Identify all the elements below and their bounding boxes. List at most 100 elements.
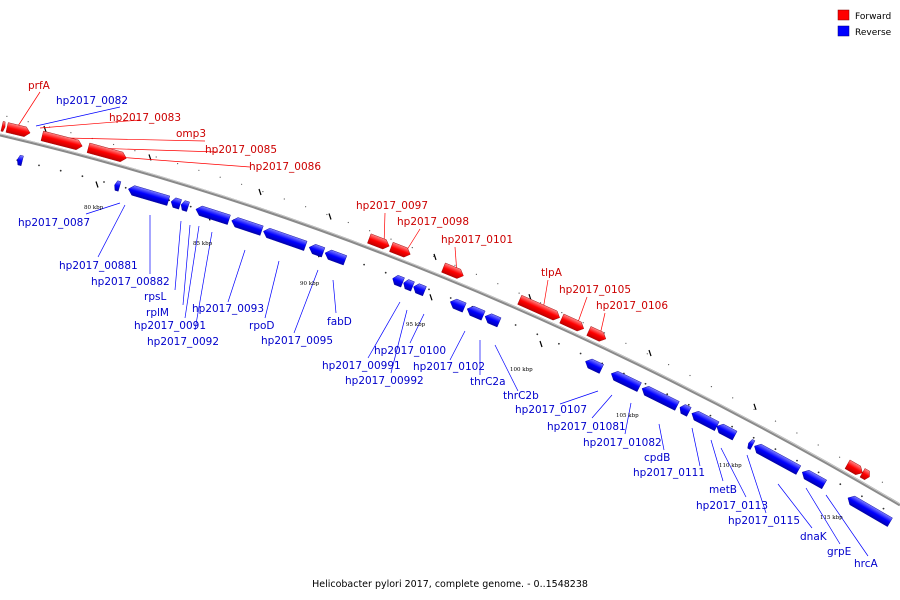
tick-dot xyxy=(817,471,820,474)
reverse-gene-arrow[interactable] xyxy=(230,216,264,236)
gene-label-dnaK[interactable]: dnaK xyxy=(800,531,828,543)
gene-label-hp2017_0082[interactable]: hp2017_0082 xyxy=(56,95,128,107)
gene-label-hp2017_01081[interactable]: hp2017_01081 xyxy=(547,421,626,433)
gene-label-hp2017_0111[interactable]: hp2017_0111 xyxy=(633,467,705,479)
reverse-gene-arrow[interactable] xyxy=(402,278,415,292)
gene-label-hp2017_0086[interactable]: hp2017_0086 xyxy=(249,161,321,173)
reverse-leader-line xyxy=(624,402,632,435)
reverse-gene-arrow[interactable] xyxy=(127,184,171,206)
tick-dot xyxy=(536,333,539,336)
tick-dot xyxy=(881,481,884,483)
reverse-gene-arrow[interactable] xyxy=(323,248,348,266)
gene-label-rpsL[interactable]: rpsL xyxy=(144,291,166,303)
reverse-gene-arrow[interactable] xyxy=(845,494,893,527)
gene-label-prfA[interactable]: prfA xyxy=(28,80,51,92)
gene-label-cpdB[interactable]: cpdB xyxy=(644,452,670,464)
gene-label-tlpA[interactable]: tlpA xyxy=(541,267,563,279)
forward-gene-arrow[interactable] xyxy=(517,294,562,322)
genome-backbone xyxy=(0,133,900,507)
forward-gene-arrow[interactable] xyxy=(389,241,412,259)
gene-label-grpE[interactable]: grpE xyxy=(827,546,851,558)
reverse-leader-line xyxy=(184,225,200,319)
reverse-gene-arrow[interactable] xyxy=(465,304,486,321)
forward-gene-arrow[interactable] xyxy=(586,326,608,343)
tick-label-90kbp: 90 kbp xyxy=(300,281,320,287)
forward-gene-arrow[interactable] xyxy=(559,313,586,333)
reverse-gene-arrow[interactable] xyxy=(609,369,642,392)
gene-label-rplM[interactable]: rplM xyxy=(146,307,169,319)
gene-label-metB[interactable]: metB xyxy=(709,484,737,496)
reverse-leader-line xyxy=(449,330,466,361)
forward-gene-arrow[interactable] xyxy=(844,459,865,477)
gene-label-hp2017_00881[interactable]: hp2017_00881 xyxy=(59,260,138,272)
gene-label-hp2017_0087[interactable]: hp2017_0087 xyxy=(18,217,90,229)
tick-dot xyxy=(774,420,777,422)
reverse-gene-arrow[interactable] xyxy=(448,297,467,313)
gene-label-hp2017_0101[interactable]: hp2017_0101 xyxy=(441,234,513,246)
gene-label-fabD[interactable]: fabD xyxy=(327,316,352,328)
gene-label-hp2017_0098[interactable]: hp2017_0098 xyxy=(397,216,469,228)
gene-label-hp2017_0100[interactable]: hp2017_0100 xyxy=(374,345,446,357)
gene-label-hp2017_0085[interactable]: hp2017_0085 xyxy=(205,144,277,156)
reverse-gene-arrow[interactable] xyxy=(690,409,720,431)
tick-dot xyxy=(774,448,777,450)
gene-label-hp2017_0091[interactable]: hp2017_0091 xyxy=(134,320,206,332)
forward-gene-arrow[interactable] xyxy=(40,130,83,151)
reverse-leader-line xyxy=(720,447,747,498)
gene-label-hp2017_00991[interactable]: hp2017_00991 xyxy=(322,360,401,372)
gene-label-hp2017_0107[interactable]: hp2017_0107 xyxy=(515,404,587,416)
tick-dot xyxy=(27,121,29,123)
gene-label-hp2017_01082[interactable]: hp2017_01082 xyxy=(583,437,662,449)
gene-label-hp2017_0102[interactable]: hp2017_0102 xyxy=(413,361,485,373)
forward-gene-arrow[interactable] xyxy=(0,121,6,132)
reverse-gene-arrow[interactable] xyxy=(180,200,190,212)
reverse-gene-arrow[interactable] xyxy=(752,442,802,475)
tick-dot xyxy=(752,436,755,439)
reverse-gene-arrow[interactable] xyxy=(412,282,427,297)
tick-dot xyxy=(134,150,136,152)
reverse-gene-arrow[interactable] xyxy=(714,422,738,441)
reverse-gene-arrow[interactable] xyxy=(113,180,122,192)
reverse-gene-arrow[interactable] xyxy=(746,439,756,450)
gene-label-hp2017_0092[interactable]: hp2017_0092 xyxy=(147,336,219,348)
gene-label-hrcA[interactable]: hrcA xyxy=(854,558,879,570)
reverse-gene-arrow[interactable] xyxy=(678,403,692,417)
forward-gene-arrow[interactable] xyxy=(5,122,31,138)
reverse-gene-arrow[interactable] xyxy=(16,154,24,166)
reverse-gene-arrow[interactable] xyxy=(262,227,308,251)
gene-label-hp2017_0105[interactable]: hp2017_0105 xyxy=(559,284,631,296)
gene-label-hp2017_00882[interactable]: hp2017_00882 xyxy=(91,276,170,288)
reverse-gene-arrow[interactable] xyxy=(640,384,680,411)
forward-gene-arrow[interactable] xyxy=(86,142,128,163)
reverse-gene-arrow[interactable] xyxy=(391,274,405,288)
reverse-gene-arrow[interactable] xyxy=(308,243,326,258)
gene-label-hp2017_0097[interactable]: hp2017_0097 xyxy=(356,200,428,212)
gene-label-hp2017_0093[interactable]: hp2017_0093 xyxy=(192,303,264,315)
gene-label-hp2017_00992[interactable]: hp2017_00992 xyxy=(345,375,424,387)
gene-label-rpoD[interactable]: rpoD xyxy=(249,320,275,332)
reverse-gene-arrow[interactable] xyxy=(194,204,231,225)
gene-label-hp2017_0106[interactable]: hp2017_0106 xyxy=(596,300,668,312)
reverse-gene-arrow[interactable] xyxy=(170,197,182,210)
forward-gene-arrow[interactable] xyxy=(859,468,872,481)
reverse-gene-arrow[interactable] xyxy=(800,468,827,490)
tick-dot xyxy=(582,322,584,324)
tick-dot xyxy=(817,444,819,446)
forward-gene-arrow[interactable] xyxy=(441,262,466,280)
forward-gene-arrow[interactable] xyxy=(367,233,391,251)
gene-label-omp3[interactable]: omp3 xyxy=(176,128,206,140)
forward-leader-line xyxy=(39,119,141,129)
gene-label-thrC2b[interactable]: thrC2b xyxy=(503,390,539,402)
reverse-gene-arrow[interactable] xyxy=(583,357,604,374)
major-tick xyxy=(433,253,437,261)
gene-label-hp2017_0113[interactable]: hp2017_0113 xyxy=(696,500,768,512)
reverse-gene-arrow[interactable] xyxy=(483,312,502,328)
tick-dot xyxy=(177,163,179,165)
reverse-leader-line xyxy=(367,301,401,359)
gene-label-thrC2a[interactable]: thrC2a xyxy=(470,376,506,388)
tick-dot xyxy=(384,271,387,274)
gene-label-hp2017_0095[interactable]: hp2017_0095 xyxy=(261,335,333,347)
gene-label-hp2017_0115[interactable]: hp2017_0115 xyxy=(728,515,800,527)
gene-label-hp2017_0083[interactable]: hp2017_0083 xyxy=(109,112,181,124)
